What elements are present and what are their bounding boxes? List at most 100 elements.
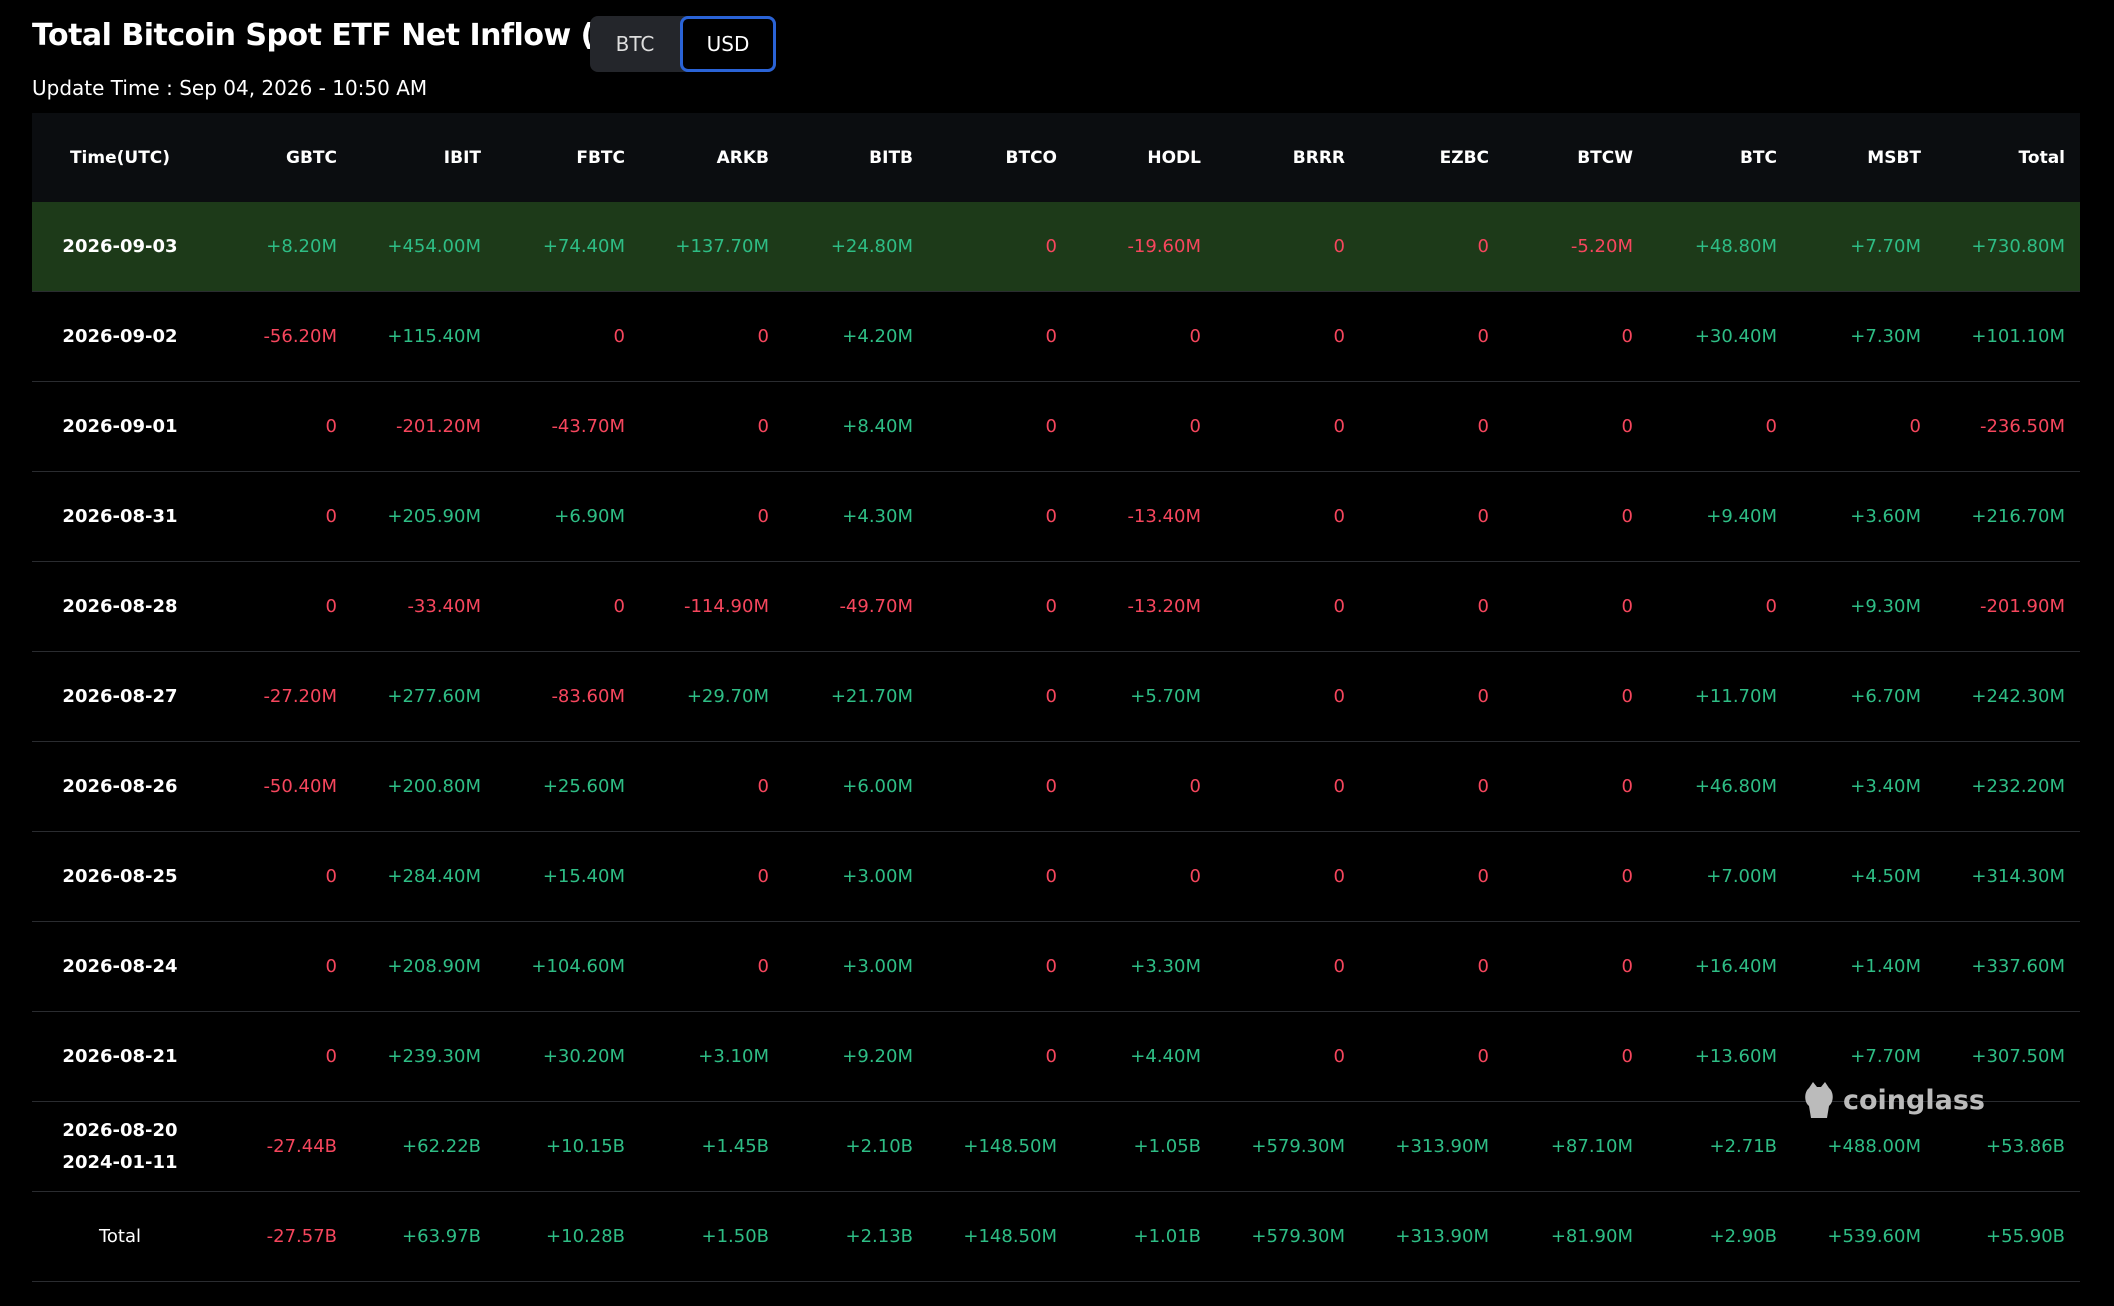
- value-cell: 0: [640, 921, 784, 1012]
- column-header: BTCW: [1504, 113, 1648, 202]
- row-label: 2026-08-28: [32, 561, 208, 652]
- value-cell: 0: [208, 831, 352, 922]
- value-cell: 0: [496, 291, 640, 382]
- column-header: BTCO: [928, 113, 1072, 202]
- value-cell: -5.20M: [1504, 202, 1648, 292]
- value-cell: -43.70M: [496, 381, 640, 472]
- value-cell: +3.30M: [1072, 921, 1216, 1012]
- value-cell: 0: [1504, 561, 1648, 652]
- value-cell: +2.10B: [784, 1101, 928, 1192]
- column-header: Time(UTC): [32, 113, 208, 202]
- value-cell: +488.00M: [1792, 1101, 1936, 1192]
- value-cell: +4.40M: [1072, 1011, 1216, 1102]
- value-cell: 0: [1360, 741, 1504, 832]
- column-header: BTC: [1648, 113, 1792, 202]
- row-label: 2026-08-24: [32, 921, 208, 1012]
- table-row: 2026-08-24 0 +208.90M +104.60M 0 +3.00M 0 +3.30…: [32, 921, 2080, 1012]
- value-cell: -83.60M: [496, 651, 640, 742]
- value-cell: 0: [1360, 651, 1504, 742]
- value-cell: 0: [1216, 561, 1360, 652]
- value-cell: +74.40M: [496, 202, 640, 292]
- value-cell: 0: [1216, 921, 1360, 1012]
- value-cell: +5.70M: [1072, 651, 1216, 742]
- row-label: 2026-08-20 2024-01-11: [32, 1101, 208, 1192]
- value-cell: +239.30M: [352, 1011, 496, 1102]
- column-header: MSBT: [1792, 113, 1936, 202]
- value-cell: 0: [208, 381, 352, 472]
- value-cell: 0: [640, 471, 784, 562]
- table-row: 2026-09-02 -56.20M +115.40M 0 0 +4.20M 0 0 0 0 0 +3…: [32, 291, 2080, 382]
- value-cell: +9.30M: [1792, 561, 1936, 652]
- value-cell: +200.80M: [352, 741, 496, 832]
- value-cell: +7.30M: [1792, 291, 1936, 382]
- value-cell: +1.40M: [1792, 921, 1936, 1012]
- update-time: Update Time : Sep 04, 2026 - 10:50 AM: [32, 76, 428, 100]
- value-cell: +101.10M: [1936, 291, 2080, 382]
- value-cell: +53.86B: [1936, 1101, 2080, 1192]
- unit-toggle: BTC USD: [590, 16, 776, 72]
- value-cell: +7.00M: [1648, 831, 1792, 922]
- value-cell: +4.50M: [1792, 831, 1936, 922]
- value-cell: -49.70M: [784, 561, 928, 652]
- value-cell: 0: [1216, 471, 1360, 562]
- value-cell: +208.90M: [352, 921, 496, 1012]
- value-cell: 0: [1072, 381, 1216, 472]
- value-cell: +242.30M: [1936, 651, 2080, 742]
- toggle-btc[interactable]: BTC: [615, 32, 655, 56]
- value-cell: -27.57B: [208, 1191, 352, 1282]
- value-cell: 0: [1216, 291, 1360, 382]
- table-row: 2026-08-28 0 -33.40M 0 -114.90M -49.70M 0 -13.2…: [32, 561, 2080, 652]
- value-cell: 0: [1360, 831, 1504, 922]
- column-header: FBTC: [496, 113, 640, 202]
- value-cell: +13.60M: [1648, 1011, 1792, 1102]
- value-cell: +205.90M: [352, 471, 496, 562]
- value-cell: 0: [928, 831, 1072, 922]
- column-header: IBIT: [352, 113, 496, 202]
- value-cell: -27.20M: [208, 651, 352, 742]
- value-cell: +81.90M: [1504, 1191, 1648, 1282]
- table-row: 2026-09-01 0 -201.20M -43.70M 0 +8.40M 0 0 0 0 0 0 0…: [32, 381, 2080, 472]
- value-cell: 0: [208, 1011, 352, 1102]
- value-cell: -13.20M: [1072, 561, 1216, 652]
- value-cell: +579.30M: [1216, 1191, 1360, 1282]
- value-cell: +313.90M: [1360, 1101, 1504, 1192]
- value-cell: 0: [1360, 291, 1504, 382]
- value-cell: +2.71B: [1648, 1101, 1792, 1192]
- table-row: 2026-09-03 +8.20M +454.00M +74.40M +137.70M +…: [32, 202, 2080, 292]
- value-cell: 0: [208, 921, 352, 1012]
- value-cell: +104.60M: [496, 921, 640, 1012]
- value-cell: +277.60M: [352, 651, 496, 742]
- value-cell: +24.80M: [784, 202, 928, 292]
- value-cell: +62.22B: [352, 1101, 496, 1192]
- value-cell: +55.90B: [1936, 1191, 2080, 1282]
- value-cell: 0: [1504, 471, 1648, 562]
- value-cell: +9.40M: [1648, 471, 1792, 562]
- row-label: 2026-08-26: [32, 741, 208, 832]
- value-cell: +539.60M: [1792, 1191, 1936, 1282]
- value-cell: -236.50M: [1936, 381, 2080, 472]
- value-cell: +2.13B: [784, 1191, 928, 1282]
- value-cell: 0: [1504, 381, 1648, 472]
- value-cell: 0: [640, 741, 784, 832]
- value-cell: +87.10M: [1504, 1101, 1648, 1192]
- table-row: Total -27.57B +63.97B +10.28B +1.50B +2.13B +1…: [32, 1191, 2080, 1282]
- value-cell: 0: [1360, 921, 1504, 1012]
- value-cell: 0: [1504, 921, 1648, 1012]
- value-cell: 0: [496, 561, 640, 652]
- value-cell: 0: [1504, 651, 1648, 742]
- column-header: BITB: [784, 113, 928, 202]
- value-cell: +3.00M: [784, 831, 928, 922]
- toggle-usd[interactable]: USD: [680, 16, 776, 72]
- value-cell: +16.40M: [1648, 921, 1792, 1012]
- value-cell: +454.00M: [352, 202, 496, 292]
- value-cell: +11.70M: [1648, 651, 1792, 742]
- value-cell: +232.20M: [1936, 741, 2080, 832]
- value-cell: +7.70M: [1792, 202, 1936, 292]
- value-cell: +579.30M: [1216, 1101, 1360, 1192]
- value-cell: 0: [1648, 561, 1792, 652]
- value-cell: 0: [1504, 831, 1648, 922]
- value-cell: 0: [208, 471, 352, 562]
- table-row: 2026-08-27 -27.20M +277.60M -83.60M +29.70M +…: [32, 651, 2080, 742]
- value-cell: -201.90M: [1936, 561, 2080, 652]
- value-cell: 0: [928, 291, 1072, 382]
